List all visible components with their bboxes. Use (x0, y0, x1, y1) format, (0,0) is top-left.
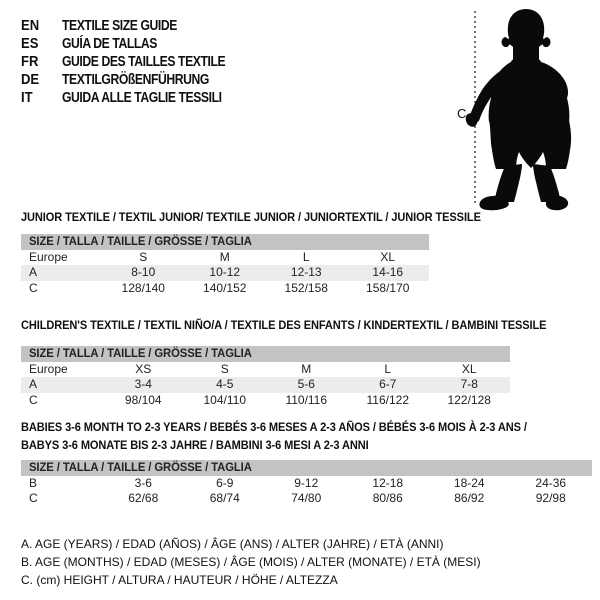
svg-text:C: C (457, 106, 466, 121)
